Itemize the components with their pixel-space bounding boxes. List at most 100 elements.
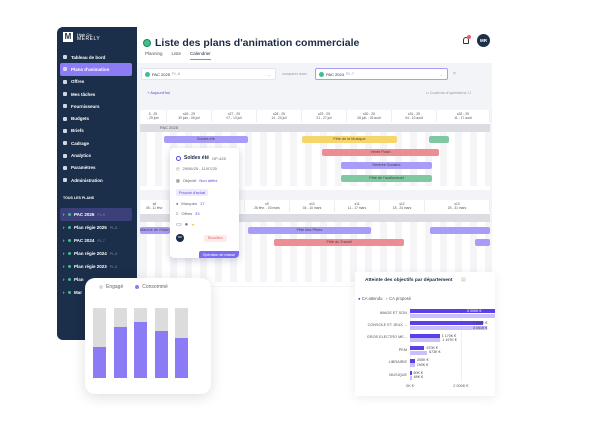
operation-bar[interactable] <box>429 136 449 143</box>
sidebar-item-4[interactable]: Fournisseurs <box>60 100 132 112</box>
popup-title: Soldes été <box>184 155 210 161</box>
week-header: s29 - 25 21 - 27 juil <box>302 110 347 122</box>
briefcase-icon <box>63 128 67 133</box>
hbar-propose <box>410 313 495 318</box>
plan-item[interactable]: › Plan <box>60 273 132 286</box>
sidebar-item-1[interactable]: Plans d'animation <box>60 63 132 76</box>
sidebar-item-6[interactable]: Briefs <box>60 125 132 137</box>
plan-item[interactable]: › Plan régie 2023 PL-5 <box>60 260 132 273</box>
plan-tag: PL-8 <box>109 225 118 230</box>
operation-bar[interactable]: Soldes été <box>164 136 248 143</box>
week-number: s9 <box>265 201 269 206</box>
tab-planning[interactable]: Planning <box>145 51 163 56</box>
week-number: s27 - 25 <box>228 111 240 116</box>
plan-status-icon <box>67 238 71 243</box>
grid-stripe <box>305 222 312 282</box>
legend-label: Engagé <box>106 284 124 290</box>
legend-consomme: Consommé <box>135 284 168 290</box>
frame-icon <box>63 141 67 146</box>
comment-icon[interactable]: ▭ <box>176 222 182 228</box>
plan-status-icon <box>67 251 71 256</box>
tab-liste[interactable]: Liste <box>171 51 182 56</box>
export-icon[interactable]: ▤ <box>461 277 466 283</box>
compare-select[interactable]: PAC 2024 PL-7 ⌄ <box>315 68 448 80</box>
operation-bar[interactable]: Fête de l'audiovisuel <box>341 175 432 182</box>
grid-stripe <box>380 222 387 282</box>
value-label: 673K € <box>429 350 441 355</box>
operation-bar[interactable] <box>430 227 490 234</box>
operation-bar[interactable]: Fête de la Musique <box>302 136 397 143</box>
chevron-right-icon: › <box>63 290 65 295</box>
info-icon[interactable]: ● <box>184 221 189 228</box>
operation-bar[interactable]: Rentrée Scolaire <box>341 162 432 169</box>
week-header: s10 04 - 10 mars <box>290 200 335 212</box>
plan-item[interactable]: › Plan régie 2024 PL-6 <box>60 247 132 260</box>
grid-stripe <box>365 222 372 282</box>
sidebar-item-2[interactable]: Offres <box>60 76 132 88</box>
week-number: s13 <box>454 201 460 206</box>
operation-bar[interactable]: Fête du Travail <box>274 239 404 246</box>
sidebar-item-9[interactable]: Paramètres <box>60 162 132 174</box>
plan-value: PAC 2025 <box>152 71 170 77</box>
sidebar-item-label: Budgets <box>71 116 89 122</box>
sidebar-item-5[interactable]: Budgets <box>60 112 132 124</box>
hbar-attendu <box>410 333 440 338</box>
plan-tag: PL-9 <box>97 212 105 217</box>
plan-status-icon <box>67 264 71 269</box>
hbar-attendu <box>410 358 416 363</box>
gear-icon <box>63 165 67 170</box>
hbar-attendu <box>410 346 425 351</box>
category-chip: Pouvoir d'achat <box>176 189 209 196</box>
grid-stripe <box>425 222 432 282</box>
offers-icon: ≡ <box>176 211 179 216</box>
offers-label: Offres <box>181 211 193 216</box>
plan-status-icon <box>67 290 71 295</box>
sidebar-item-10[interactable]: Administration <box>60 174 132 186</box>
week-header: s27 - 25 07 - 13 juil <box>212 110 257 122</box>
category-label: LIBRAIRIE <box>388 360 407 365</box>
operation-bar[interactable] <box>475 239 490 246</box>
week-number: s29 - 25 <box>318 111 330 116</box>
hbar-propose <box>410 375 412 380</box>
plan-item[interactable]: › Plan régie 2025 PL-8 <box>60 221 132 234</box>
operation-bar[interactable]: Vente Flash <box>322 149 439 156</box>
brands-count: 17 <box>199 201 205 206</box>
sidebar-item-0[interactable]: Tableau de bord <box>60 51 132 63</box>
today-button[interactable]: + Aujourd'hui <box>147 90 171 95</box>
clear-compare-icon[interactable]: × <box>453 71 456 77</box>
operation-colors-toggle[interactable]: •• Couleurs d'opérations ☐ <box>426 91 472 95</box>
week-number: s26 - 25 <box>183 111 195 116</box>
truck-icon <box>63 104 67 109</box>
popup-dates: 29/06/25 - 11/07/25 <box>182 166 217 171</box>
week-header: s13 25 - 31 mars <box>425 200 490 212</box>
operation-bar[interactable]: Marché de l'hiver <box>140 227 170 234</box>
week-dates: 21 - 27 juil <box>316 116 332 120</box>
avatar[interactable]: MR <box>477 34 490 47</box>
tab-calendrier[interactable]: Calendrier <box>190 51 211 60</box>
sidebar-item-8[interactable]: Analytics <box>60 149 132 161</box>
coupon-icon[interactable]: ◒ <box>191 221 195 228</box>
hbar-propose <box>410 350 428 355</box>
plan-item[interactable]: › PAC 2026 PL-9 <box>60 208 132 221</box>
operation-bar[interactable]: Fête des Pères <box>248 227 371 234</box>
popup-code: OP-425 <box>212 155 226 161</box>
week-number: s12 <box>399 201 405 206</box>
chevron-down-icon: ⌄ <box>439 71 443 77</box>
category-label: IMAGE ET SON <box>379 310 407 315</box>
sidebar-item-7[interactable]: Cadrage <box>60 137 132 149</box>
plan-tag: PL-8 <box>171 72 180 76</box>
sidebar-item-label: Plans d'animation <box>71 66 110 72</box>
hbar-attendu <box>410 321 484 326</box>
plan-status-icon <box>67 225 71 230</box>
value-label: 190K € <box>416 362 429 367</box>
operation-colors-label: Couleurs d'opérations <box>429 91 467 95</box>
sidebar-item-3[interactable]: Mes tâches <box>60 88 132 100</box>
plan-item[interactable]: › Mar <box>60 286 132 299</box>
mass-operation-badge: Opération de masse <box>198 251 239 258</box>
plan-icon <box>145 71 150 77</box>
week-dates: 18 - 24 mars <box>392 206 412 210</box>
legend-swatch <box>135 285 140 289</box>
bell-icon[interactable] <box>463 35 471 44</box>
plan-item[interactable]: › PAC 2024 PL-7 <box>60 234 132 247</box>
plan-select[interactable]: PAC 2025 PL-8 ⌄ <box>141 68 276 80</box>
